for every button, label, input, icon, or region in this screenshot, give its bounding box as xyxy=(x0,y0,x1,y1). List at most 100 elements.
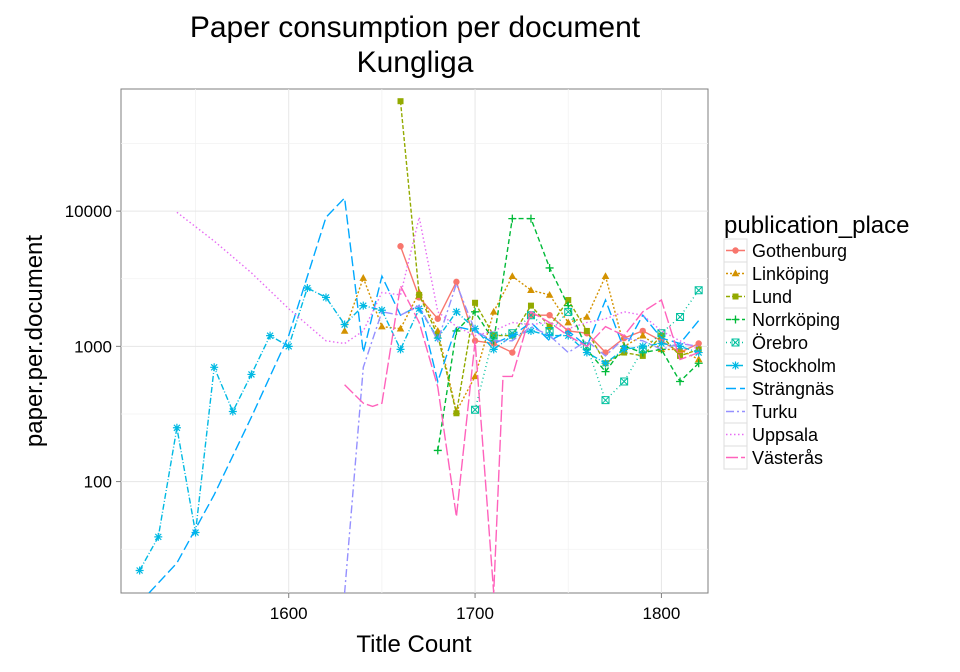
data-point-norrkoping xyxy=(471,307,480,316)
data-point-stockholm xyxy=(489,345,498,354)
legend-label-strangnas: Strängnäs xyxy=(752,379,834,399)
x-axis-title: Title Count xyxy=(356,631,471,658)
legend-label-turku: Turku xyxy=(752,402,797,422)
data-point-linkoping xyxy=(527,286,535,294)
series-orebro xyxy=(471,286,703,414)
data-point-orebro xyxy=(564,307,573,316)
data-point-norrkoping xyxy=(433,446,442,455)
data-point-lund xyxy=(453,410,460,417)
data-point-stockholm xyxy=(284,342,293,351)
legend-marker-gothenburg xyxy=(732,247,739,254)
series-layer xyxy=(135,98,703,593)
data-point-stockholm xyxy=(638,342,647,351)
axis-ticks: 1600 1700 1800 100 1000 10000 xyxy=(65,202,681,623)
data-point-stockholm xyxy=(359,301,368,310)
data-point-lund xyxy=(565,297,572,304)
data-point-linkoping xyxy=(340,326,349,334)
data-point-gothenburg xyxy=(695,340,702,347)
data-point-norrkoping xyxy=(526,214,535,223)
legend-title: publication_place xyxy=(724,212,909,239)
legend-label-gothenburg: Gothenburg xyxy=(752,241,847,261)
data-point-gothenburg xyxy=(453,278,460,286)
legend-label-uppsala: Uppsala xyxy=(752,425,819,445)
data-point-stockholm xyxy=(340,320,349,329)
data-point-gothenburg xyxy=(397,243,404,250)
y-tick-label: 10000 xyxy=(65,202,112,221)
data-point-orebro xyxy=(676,312,685,321)
data-point-stockholm xyxy=(452,307,461,316)
x-tick-label: 1700 xyxy=(456,604,494,623)
y-axis-title: paper.per.document xyxy=(21,235,48,447)
data-point-orebro xyxy=(694,286,703,295)
legend-item-turku: Turku xyxy=(723,399,797,424)
legend-marker-lund xyxy=(732,293,739,300)
data-point-stockholm xyxy=(396,345,405,354)
legend-label-lund: Lund xyxy=(752,287,792,307)
legend-label-norrkoping: Norrköping xyxy=(752,310,840,330)
data-point-orebro xyxy=(489,331,498,340)
data-point-lund xyxy=(416,291,423,298)
data-point-stockholm xyxy=(266,331,275,340)
data-point-stockholm xyxy=(377,306,386,315)
series-line-linkoping xyxy=(343,274,700,414)
data-point-stockholm xyxy=(657,339,666,348)
data-point-norrkoping xyxy=(508,214,517,223)
legend-label-linkoping: Linköping xyxy=(752,264,829,284)
legend-item-linkoping: Linköping xyxy=(723,261,829,286)
legend-item-gothenburg: Gothenburg xyxy=(723,238,847,263)
legend-marker-linkoping xyxy=(731,269,740,277)
x-tick-label: 1800 xyxy=(642,604,680,623)
data-point-linkoping xyxy=(378,322,386,330)
data-point-norrkoping xyxy=(676,377,685,386)
data-point-lund xyxy=(397,98,404,105)
series-line-uppsala xyxy=(176,211,699,351)
data-point-linkoping xyxy=(359,274,368,281)
data-point-stockholm xyxy=(154,532,163,541)
data-point-linkoping xyxy=(396,324,405,332)
data-point-orebro xyxy=(657,329,666,338)
data-point-gothenburg xyxy=(434,315,441,322)
data-point-gothenburg xyxy=(509,349,516,356)
data-point-stockholm xyxy=(247,370,256,379)
grid xyxy=(121,89,708,593)
data-point-orebro xyxy=(601,396,610,405)
y-tick-label: 100 xyxy=(84,473,112,492)
series-vasteras xyxy=(344,283,699,593)
data-point-linkoping xyxy=(545,290,554,298)
series-line-vasteras xyxy=(344,283,699,593)
data-point-lund xyxy=(583,327,590,334)
data-point-stockholm xyxy=(191,528,200,537)
legend-item-orebro: Örebro xyxy=(723,330,808,355)
chart-title: Paper consumption per document xyxy=(190,11,641,44)
data-point-norrkoping xyxy=(545,263,554,272)
data-point-stockholm xyxy=(676,342,685,351)
data-point-stockholm xyxy=(228,407,237,416)
legend-label-stockholm: Stockholm xyxy=(752,356,836,376)
data-point-gothenburg xyxy=(639,327,646,335)
legend-marker-stockholm xyxy=(731,361,740,370)
data-point-linkoping xyxy=(471,372,479,380)
data-point-norrkoping xyxy=(452,326,461,335)
data-point-linkoping xyxy=(489,307,498,315)
legend-item-strangnas: Strängnäs xyxy=(723,376,834,401)
data-point-stockholm xyxy=(172,423,181,432)
data-point-norrkoping xyxy=(694,359,703,368)
plot-panel xyxy=(120,88,709,594)
data-point-orebro xyxy=(620,377,629,386)
series-uppsala xyxy=(176,211,699,351)
series-turku xyxy=(343,281,699,593)
data-point-lund xyxy=(472,299,479,306)
legend-item-stockholm: Stockholm xyxy=(723,353,836,378)
legend-item-vasteras: Västerås xyxy=(723,445,823,470)
data-point-stockholm xyxy=(545,331,554,340)
legend-item-lund: Lund xyxy=(723,284,792,309)
data-point-stockholm xyxy=(582,348,591,357)
data-point-linkoping xyxy=(564,318,573,326)
data-point-linkoping xyxy=(601,272,610,280)
data-point-lund xyxy=(658,332,665,339)
data-point-stockholm xyxy=(303,284,312,293)
data-point-stockholm xyxy=(471,324,480,333)
data-point-stockholm xyxy=(415,304,424,313)
legend-marker-orebro xyxy=(731,338,740,347)
data-point-stockholm xyxy=(526,326,535,335)
